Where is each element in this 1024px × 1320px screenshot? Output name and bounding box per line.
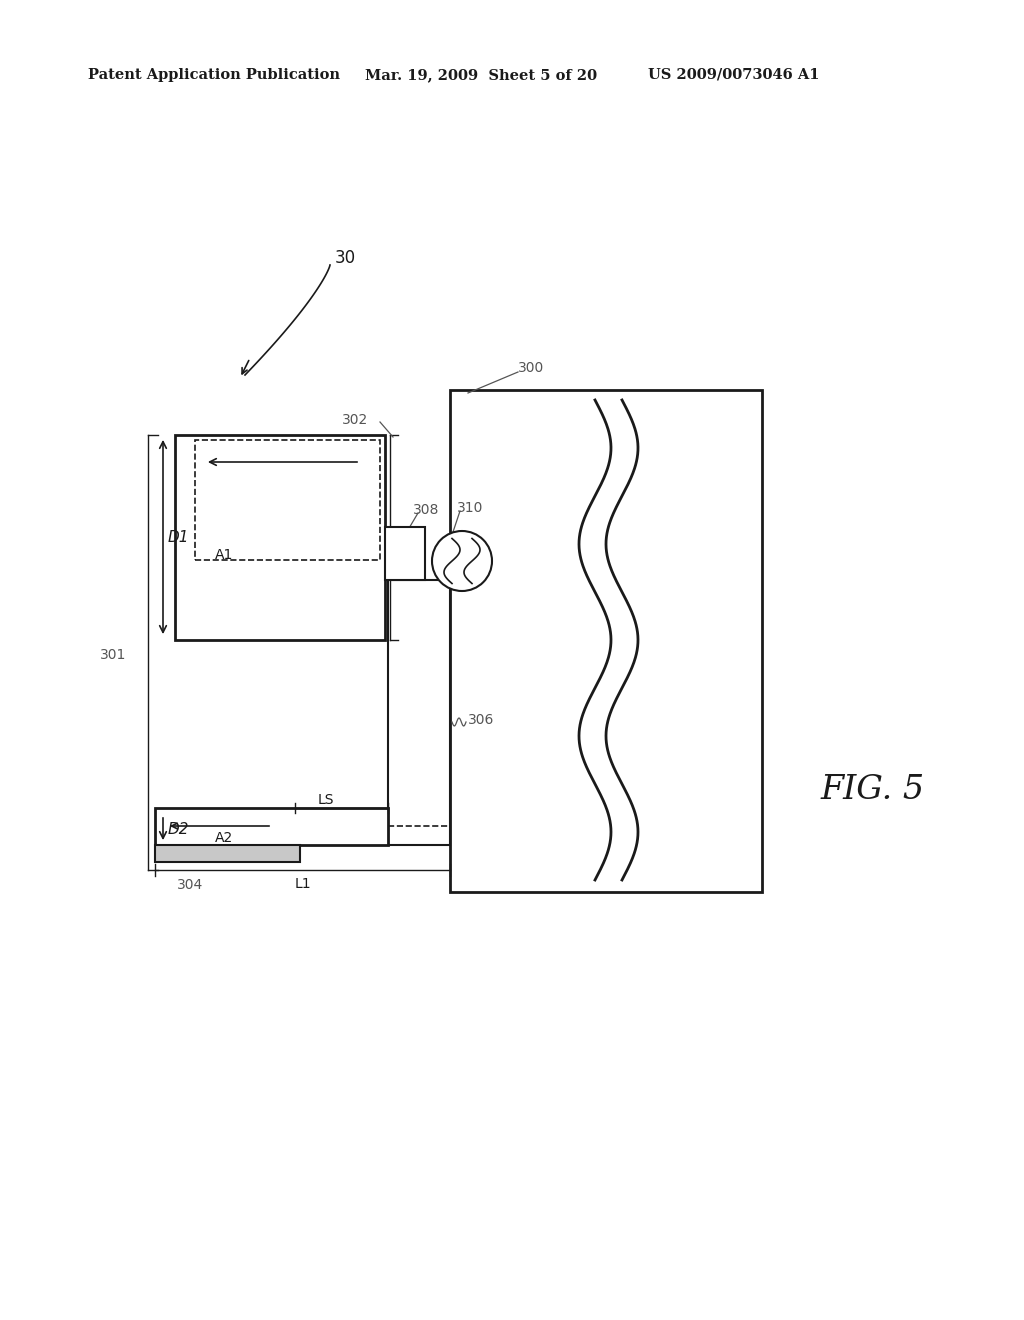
Text: 301: 301 — [100, 648, 126, 663]
Text: 30: 30 — [335, 249, 356, 267]
Text: D2: D2 — [168, 822, 189, 837]
Text: LS: LS — [318, 793, 335, 807]
Text: D1: D1 — [168, 529, 189, 544]
Text: FIG. 5: FIG. 5 — [820, 774, 924, 807]
Bar — [155, 845, 300, 862]
Text: 306: 306 — [468, 713, 495, 727]
Text: 302: 302 — [342, 413, 369, 426]
Bar — [155, 808, 388, 845]
Bar — [450, 389, 762, 892]
Text: A2: A2 — [215, 832, 233, 845]
Bar — [195, 440, 380, 560]
Text: 304: 304 — [177, 878, 203, 892]
Text: Mar. 19, 2009  Sheet 5 of 20: Mar. 19, 2009 Sheet 5 of 20 — [365, 69, 597, 82]
Text: A1: A1 — [215, 548, 233, 562]
Text: US 2009/0073046 A1: US 2009/0073046 A1 — [648, 69, 819, 82]
Text: Patent Application Publication: Patent Application Publication — [88, 69, 340, 82]
Circle shape — [432, 531, 492, 591]
Text: 310: 310 — [457, 502, 483, 515]
Bar — [388, 579, 450, 845]
Text: L1: L1 — [295, 876, 311, 891]
Bar — [175, 436, 385, 640]
Text: 300: 300 — [518, 360, 544, 375]
Text: 308: 308 — [413, 503, 439, 517]
Bar — [385, 527, 425, 579]
